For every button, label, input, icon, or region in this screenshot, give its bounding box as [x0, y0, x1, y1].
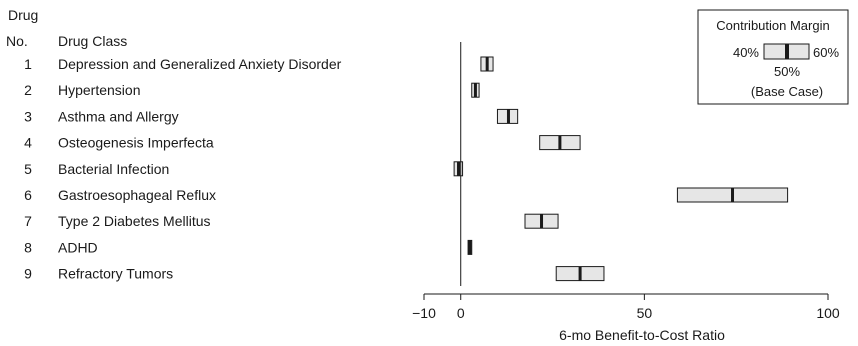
x-tick-label: 0 — [457, 305, 465, 321]
drug-class-label: Type 2 Diabetes Mellitus — [58, 213, 211, 229]
base-case-marker-drug-3 — [506, 109, 510, 124]
drug-class-label: Bacterial Infection — [58, 161, 169, 177]
drug-number-header-line1: Drug — [8, 7, 38, 23]
legend-base-label: 50% — [774, 64, 800, 79]
base-case-marker-drug-4 — [558, 135, 562, 150]
base-case-marker-drug-5 — [457, 161, 461, 176]
legend-low-label: 40% — [733, 45, 759, 60]
drug-class-label: Refractory Tumors — [58, 266, 173, 282]
legend-sample-base-marker — [785, 44, 789, 59]
base-case-marker-drug-8 — [468, 240, 472, 255]
drug-number-5: 5 — [24, 161, 32, 177]
x-tick-label: −10 — [412, 305, 436, 321]
drug-number-9: 9 — [24, 266, 32, 282]
legend-base-caption: (Base Case) — [751, 84, 823, 99]
base-case-marker-drug-6 — [731, 188, 735, 202]
drug-class-label: Osteogenesis Imperfecta — [58, 135, 214, 151]
row-labels: 1 Depression and Generalized Anxiety Diso… — [24, 56, 341, 282]
x-tick-label: 100 — [816, 305, 840, 321]
base-case-marker-drug-7 — [540, 214, 544, 229]
drug-class-label: Depression and Generalized Anxiety Disor… — [58, 56, 342, 72]
drug-number-6: 6 — [24, 187, 32, 203]
drug-number-header-line2: No. — [6, 33, 28, 49]
base-case-marker-drug-9 — [578, 266, 582, 281]
drug-number-1: 1 — [24, 56, 32, 72]
legend-high-label: 60% — [813, 45, 839, 60]
drug-class-header: Drug Class — [58, 33, 127, 49]
range-bars — [453, 56, 789, 282]
legend: Contribution Margin 40% 60% 50% (Base Ca… — [697, 9, 849, 105]
drug-number-4: 4 — [24, 135, 32, 151]
drug-class-label: Asthma and Allergy — [58, 108, 179, 124]
drug-number-2: 2 — [24, 82, 32, 98]
drug-number-7: 7 — [24, 213, 32, 229]
drug-class-label: ADHD — [58, 239, 98, 255]
x-axis: −10 0 50 100 — [412, 293, 840, 321]
base-case-marker-drug-1 — [485, 57, 489, 71]
x-tick-label: 50 — [637, 305, 653, 321]
base-case-marker-drug-2 — [473, 83, 477, 98]
drug-number-8: 8 — [24, 239, 32, 255]
drug-class-label: Hypertension — [58, 82, 141, 98]
legend-title: Contribution Margin — [716, 18, 829, 33]
x-axis-label: 6-mo Benefit-to-Cost Ratio — [559, 327, 725, 343]
drug-class-label: Gastroesophageal Reflux — [58, 187, 216, 203]
drug-number-3: 3 — [24, 108, 32, 124]
